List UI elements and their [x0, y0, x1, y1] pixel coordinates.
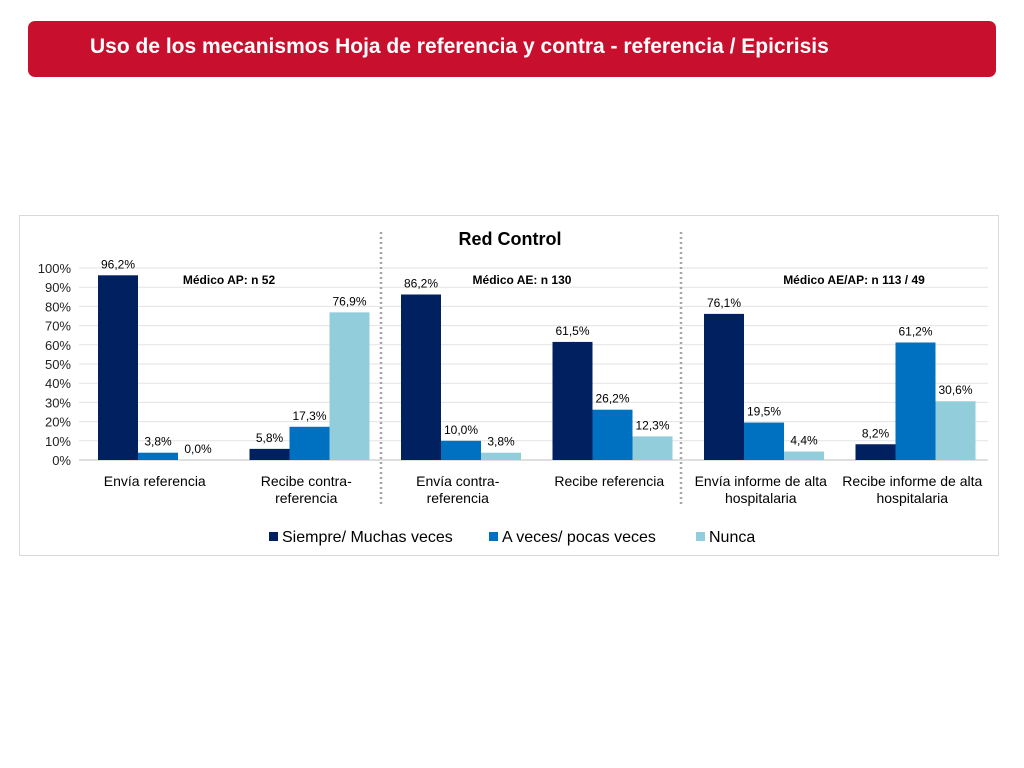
bar-chart: 0% 10% 20% 30% 40% 50% 60% 70% 80% 90% 100% Red Con… [38, 229, 988, 546]
legend-label: Nunca [709, 529, 755, 546]
legend-swatch [696, 532, 705, 541]
y-tick-label: 20% [45, 415, 71, 430]
y-tick-label: 30% [45, 395, 71, 410]
legend-label: Siempre/ Muchas veces [282, 529, 453, 546]
category-label: hospitalaria [876, 490, 948, 506]
data-label: 3,8% [144, 435, 172, 449]
bar [289, 426, 330, 460]
bar [935, 401, 976, 460]
data-label: 5,8% [256, 431, 284, 445]
category-label: referencia [275, 490, 337, 506]
data-label: 12,3% [635, 418, 669, 432]
data-label: 8,2% [862, 426, 890, 440]
y-tick-label: 80% [45, 299, 71, 314]
bar [592, 409, 633, 460]
bar [249, 448, 290, 460]
y-tick-label: 40% [45, 376, 71, 391]
bar [744, 422, 784, 460]
bar [441, 440, 481, 460]
y-tick-label: 50% [45, 357, 71, 372]
y-tick-label: 100% [38, 261, 72, 276]
y-tick-label: 10% [45, 434, 71, 449]
legend-label: A veces/ pocas veces [502, 529, 656, 546]
data-label: 10,0% [444, 423, 478, 437]
y-tick-label: 0% [52, 453, 71, 468]
y-tick-label: 90% [45, 280, 71, 295]
bar [632, 436, 673, 460]
page-title: Uso de los mecanismos Hoja de referencia… [90, 35, 829, 58]
legend-swatch [489, 532, 498, 541]
data-label: 0,0% [184, 442, 212, 456]
bar [855, 444, 896, 460]
bar [552, 341, 593, 460]
group-label: Médico AP: n 52 [183, 273, 276, 287]
data-label: 17,3% [292, 409, 326, 423]
bar [98, 275, 138, 460]
bar [481, 452, 521, 460]
category-label: referencia [427, 490, 489, 506]
chart-frame: 0% 10% 20% 30% 40% 50% 60% 70% 80% 90% 100% Red Con… [19, 215, 999, 556]
category-label: Recibe informe de alta [842, 473, 982, 489]
data-label: 4,4% [790, 434, 818, 448]
y-tick-label: 70% [45, 319, 71, 334]
category-label: Envía referencia [104, 473, 206, 489]
bar [138, 452, 178, 460]
category-label: hospitalaria [725, 490, 797, 506]
category-label: Envía contra- [416, 473, 500, 489]
data-label: 76,1% [707, 296, 741, 310]
category-label: Recibe referencia [554, 473, 664, 489]
group-label: Médico AE/AP: n 113 / 49 [783, 273, 925, 287]
bar [784, 451, 824, 460]
header-banner: Uso de los mecanismos Hoja de referencia… [28, 21, 996, 77]
bar [895, 342, 936, 460]
legend-swatch [269, 532, 278, 541]
bar [329, 312, 370, 460]
bar [401, 294, 441, 460]
data-label: 19,5% [747, 405, 781, 419]
data-label: 96,2% [101, 257, 135, 271]
bar [704, 313, 744, 460]
y-tick-label: 60% [45, 338, 71, 353]
data-label: 76,9% [332, 294, 366, 308]
data-label: 61,5% [555, 324, 589, 338]
category-label: Recibe contra- [261, 473, 352, 489]
category-label: Envía informe de alta [695, 473, 828, 489]
data-label: 30,6% [938, 383, 972, 397]
data-label: 86,2% [404, 276, 438, 290]
group-label: Médico AE: n 130 [473, 273, 572, 287]
chart-title: Red Control [459, 229, 562, 249]
data-label: 26,2% [595, 392, 629, 406]
data-label: 61,2% [898, 324, 932, 338]
data-label: 3,8% [487, 435, 515, 449]
